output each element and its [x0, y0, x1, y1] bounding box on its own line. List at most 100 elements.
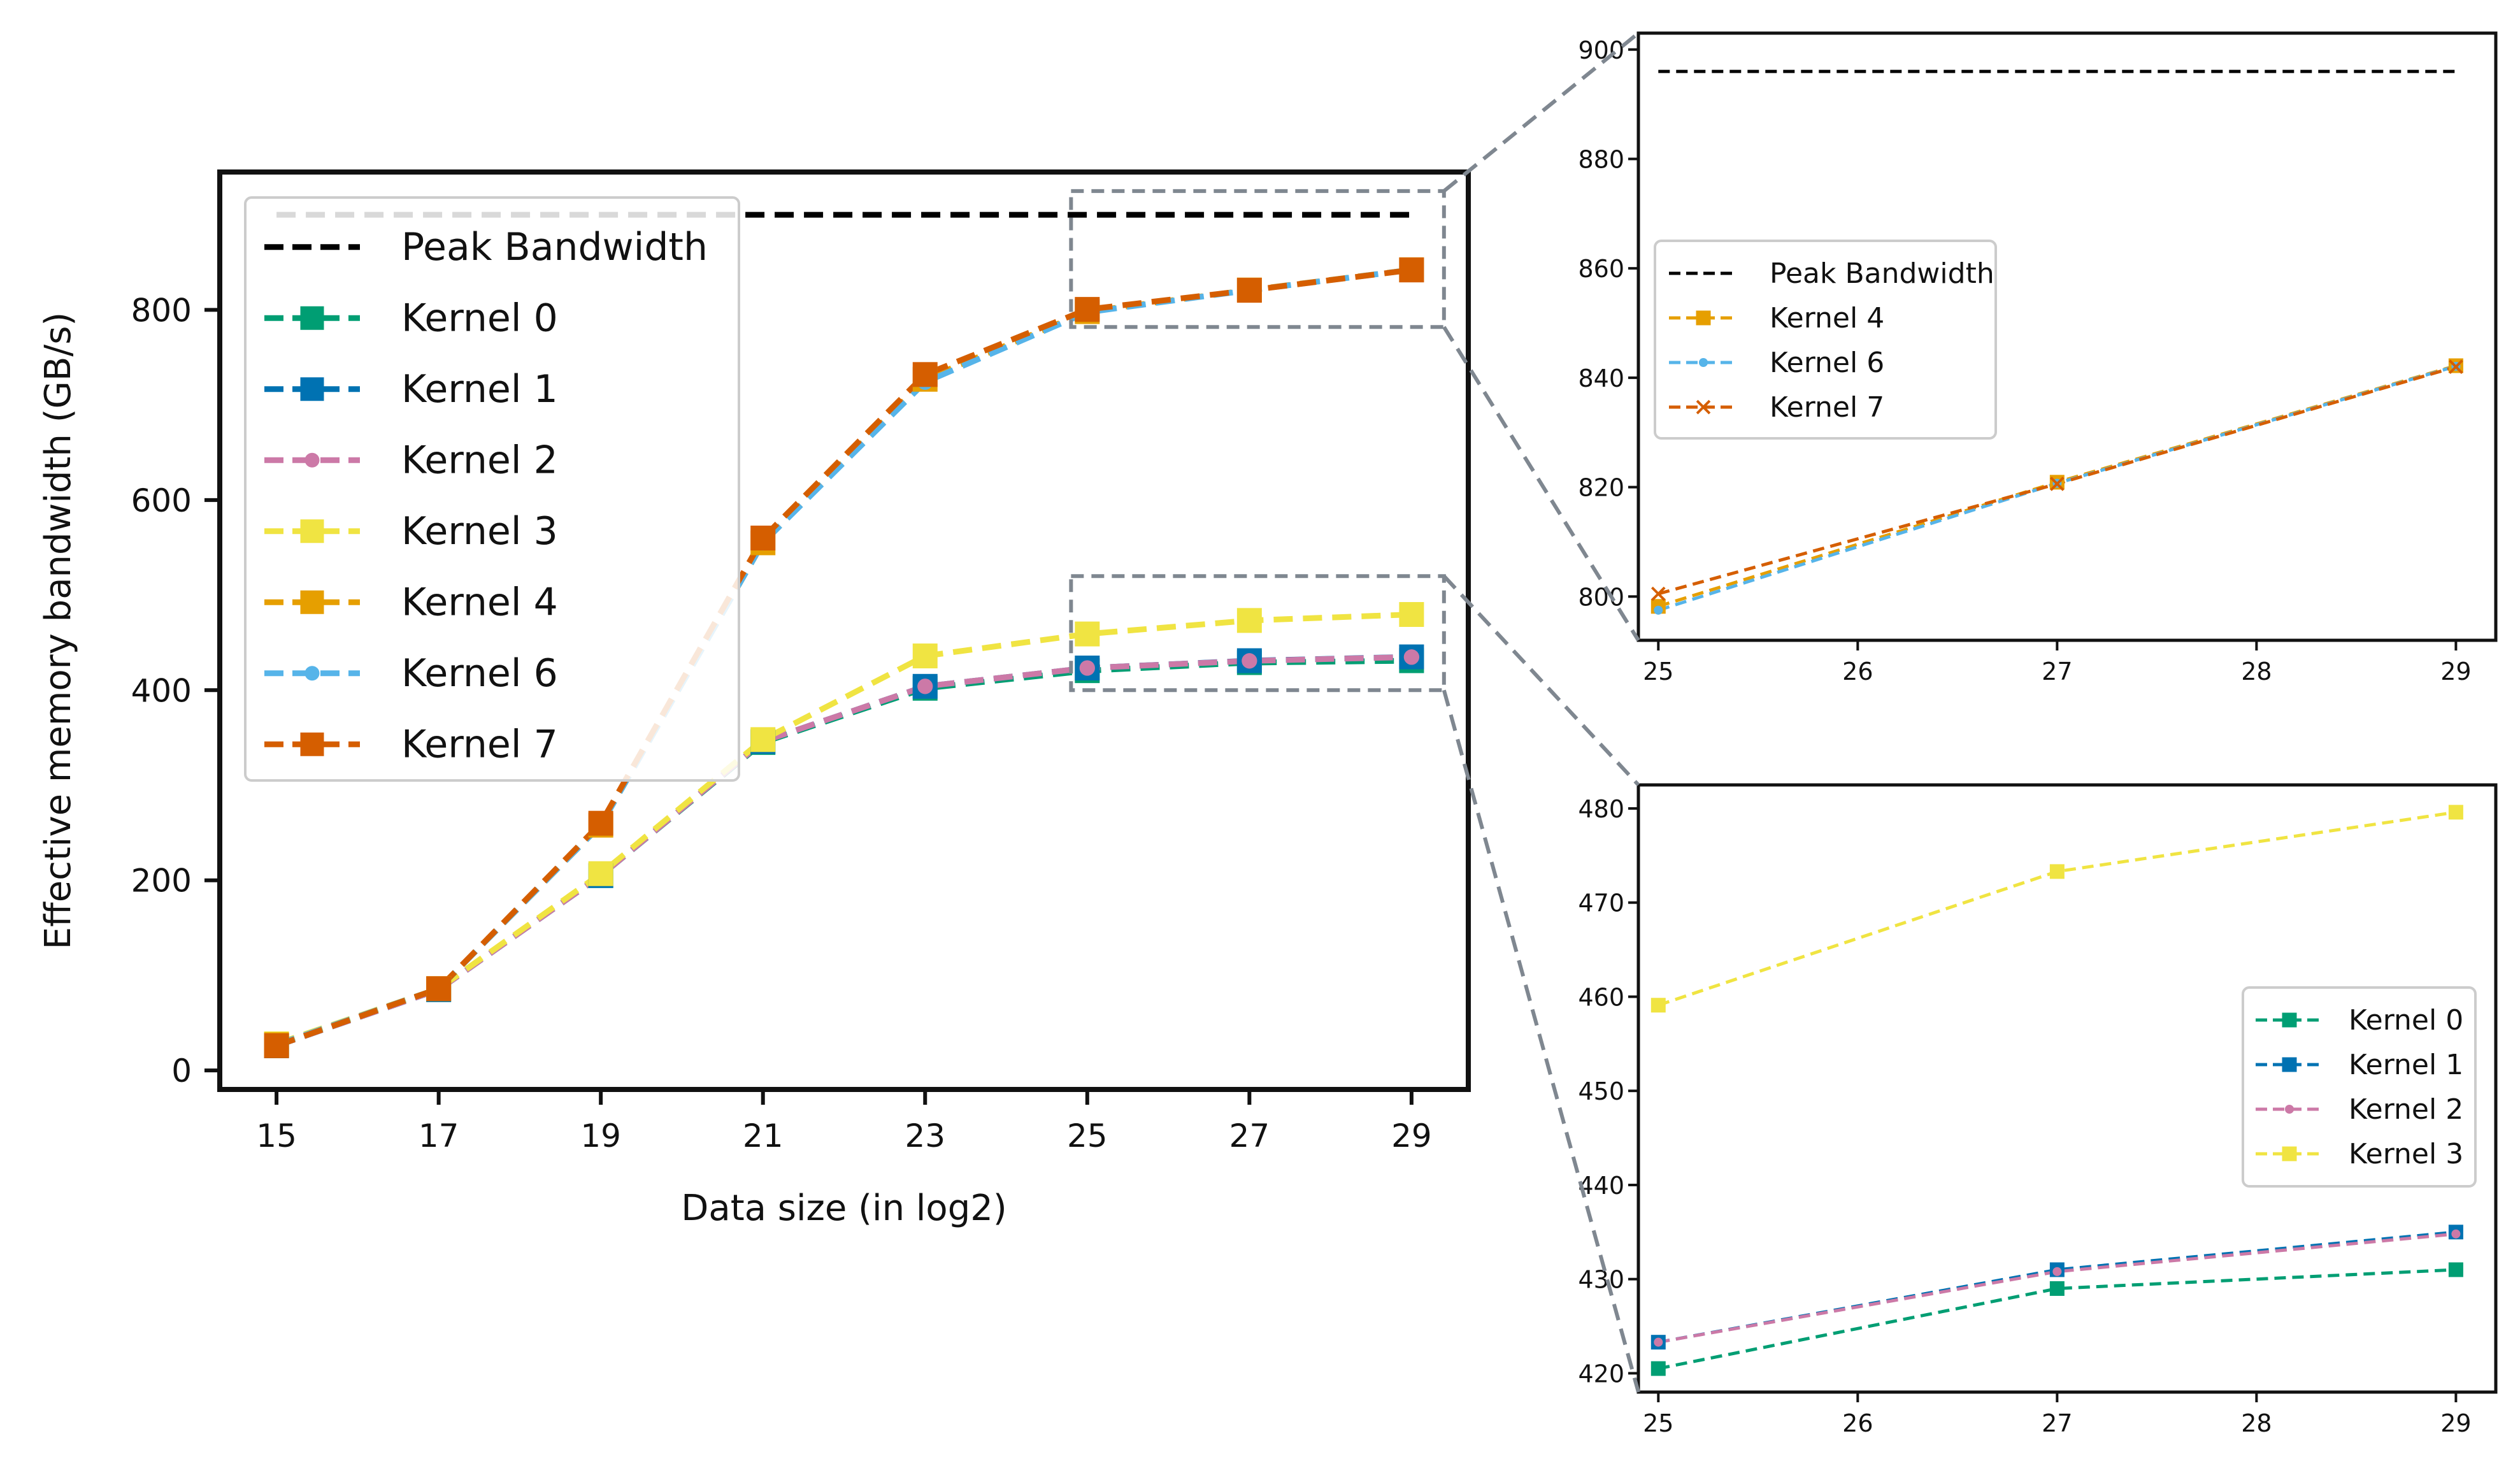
legend-label-kernel6: Kernel 6	[401, 651, 558, 696]
legend-marker-kernel7	[1696, 399, 1711, 415]
legend-marker-kernel7	[300, 732, 324, 756]
point-kernel3	[2049, 864, 2065, 879]
x-tick-label: 25	[1643, 1409, 1673, 1437]
series-group	[264, 212, 1424, 1058]
point-kernel7	[2050, 477, 2065, 491]
legend-label-peak: Peak Bandwidth	[401, 225, 708, 269]
y-tick-label: 200	[131, 863, 192, 900]
point-kernel7	[1075, 297, 1100, 322]
point-kernel2	[1242, 653, 1257, 669]
legend-frame	[1654, 240, 1997, 440]
legend-label-kernel1: Kernel 1	[401, 367, 558, 412]
point-kernel2	[1079, 660, 1095, 676]
point-kernel7	[1650, 586, 1666, 601]
x-tick-label: 29	[1391, 1117, 1432, 1154]
point-kernel3	[1650, 998, 1666, 1013]
point-kernel3	[1075, 621, 1100, 647]
legend-main: Peak Bandwidth Kernel 0 Kernel 1 Kernel 2 Ke…	[244, 196, 740, 782]
legend-marker-kernel1	[300, 377, 324, 401]
plot-frame	[1636, 783, 2498, 1394]
zoom-box-top	[1069, 189, 1446, 329]
y-tick-label: 800	[1578, 583, 1624, 611]
x-tick-label: 28	[2241, 1409, 2272, 1437]
legend-label-kernel4: Kernel 4	[401, 580, 558, 624]
x-tick-label: 15	[256, 1117, 297, 1154]
legend-marker-kernel4	[300, 590, 324, 614]
y-tick-label: 820	[1578, 474, 1624, 502]
plot-frame	[217, 169, 1471, 1092]
y-tick-label: 880	[1578, 145, 1624, 173]
y-tick-label: 450	[1578, 1077, 1624, 1105]
point-kernel0	[2448, 1262, 2463, 1277]
point-kernel7	[1399, 257, 1424, 283]
x-tick-label: 21	[743, 1117, 784, 1154]
point-kernel7	[1236, 278, 1262, 303]
legend-label-kernel4: Kernel 4	[1770, 302, 1884, 334]
y-tick-label: 600	[131, 482, 192, 519]
series-group	[1650, 805, 2463, 1376]
legend-label-kernel1: Kernel 1	[2349, 1049, 2463, 1081]
series-line-kernel2	[1657, 1232, 2456, 1344]
legend-marker-kernel4	[1696, 310, 1711, 326]
legend-marker-kernel0	[300, 306, 324, 330]
y-tick-label: 430	[1578, 1266, 1624, 1294]
legend-marker-kernel6	[1698, 357, 1708, 368]
legend-zoom_top: Peak Bandwidth Kernel 4 Kernel 6 Kernel 7	[1654, 240, 1997, 440]
zoom-box-bottom	[1069, 574, 1446, 693]
y-tick-label: 0	[171, 1053, 192, 1089]
legend-label-kernel0: Kernel 0	[2349, 1004, 2463, 1037]
legend-label-kernel3: Kernel 3	[401, 509, 558, 554]
x-tick-label: 29	[2440, 657, 2471, 686]
x-axis-title: Data size (in log2)	[681, 1188, 1006, 1229]
point-kernel3	[1236, 608, 1262, 633]
x-tick-label: 25	[1643, 657, 1673, 686]
plot-frame	[1636, 31, 2498, 642]
point-kernel3	[588, 861, 613, 886]
panel-main: 15 17 19 21 23 25 27 29 0 200 400 600 800	[131, 169, 1471, 1154]
legend-marker-kernel2	[304, 452, 320, 468]
y-tick-label: 800	[131, 292, 192, 329]
x-tick-label: 29	[2440, 1409, 2471, 1437]
point-kernel7	[264, 1033, 289, 1058]
zoom-connector	[1442, 575, 1640, 787]
point-kernel3	[750, 727, 776, 752]
legend-label-kernel7: Kernel 7	[401, 722, 558, 766]
point-kernel2	[1654, 1337, 1663, 1347]
zoom-connector	[1442, 31, 1640, 193]
series-line-kernel3	[1657, 810, 2456, 1007]
legend-marker-kernel1	[2282, 1057, 2297, 1072]
legend-label-kernel6: Kernel 6	[1770, 347, 1884, 379]
y-tick-label: 470	[1578, 889, 1624, 917]
point-kernel0	[2049, 1281, 2065, 1296]
legend-label-kernel2: Kernel 2	[2349, 1093, 2463, 1126]
series-line-kernel0	[1657, 1268, 2456, 1370]
point-kernel6	[1654, 605, 1663, 615]
x-tick-label: 27	[2042, 657, 2072, 686]
x-tick-label: 26	[1842, 657, 1873, 686]
panel-zoom_bottom: 25 26 27 28 29 420 430 440 450 460 470 480	[1578, 783, 2498, 1437]
x-tick-label: 17	[419, 1117, 459, 1154]
point-kernel2	[2451, 1229, 2461, 1239]
legend-marker-kernel0	[2282, 1012, 2297, 1028]
zoom-connector	[1442, 326, 1640, 642]
x-tick-label: 27	[1229, 1117, 1270, 1154]
y-tick-label: 900	[1578, 36, 1624, 64]
point-kernel7	[750, 526, 776, 551]
legend-label-kernel7: Kernel 7	[1770, 391, 1884, 424]
legend-frame	[244, 196, 740, 782]
point-kernel0	[1650, 1361, 1666, 1376]
y-tick-label: 400	[131, 672, 192, 709]
y-tick-label: 460	[1578, 983, 1624, 1011]
legend-label-peak: Peak Bandwidth	[1770, 257, 1994, 290]
zoom-connector	[1442, 689, 1640, 1393]
legend-frame	[2242, 986, 2477, 1188]
series-line-kernel7	[275, 267, 1412, 1049]
point-kernel2	[2052, 1267, 2062, 1276]
x-tick-label: 27	[2042, 1409, 2072, 1437]
y-tick-label: 860	[1578, 255, 1624, 283]
x-tick-label: 23	[905, 1117, 945, 1154]
legend-label-kernel2: Kernel 2	[401, 438, 558, 482]
point-kernel2	[1403, 649, 1420, 665]
panel-zoom_top: 25 26 27 28 29 800 820 840 860 880 900	[1578, 31, 2498, 686]
